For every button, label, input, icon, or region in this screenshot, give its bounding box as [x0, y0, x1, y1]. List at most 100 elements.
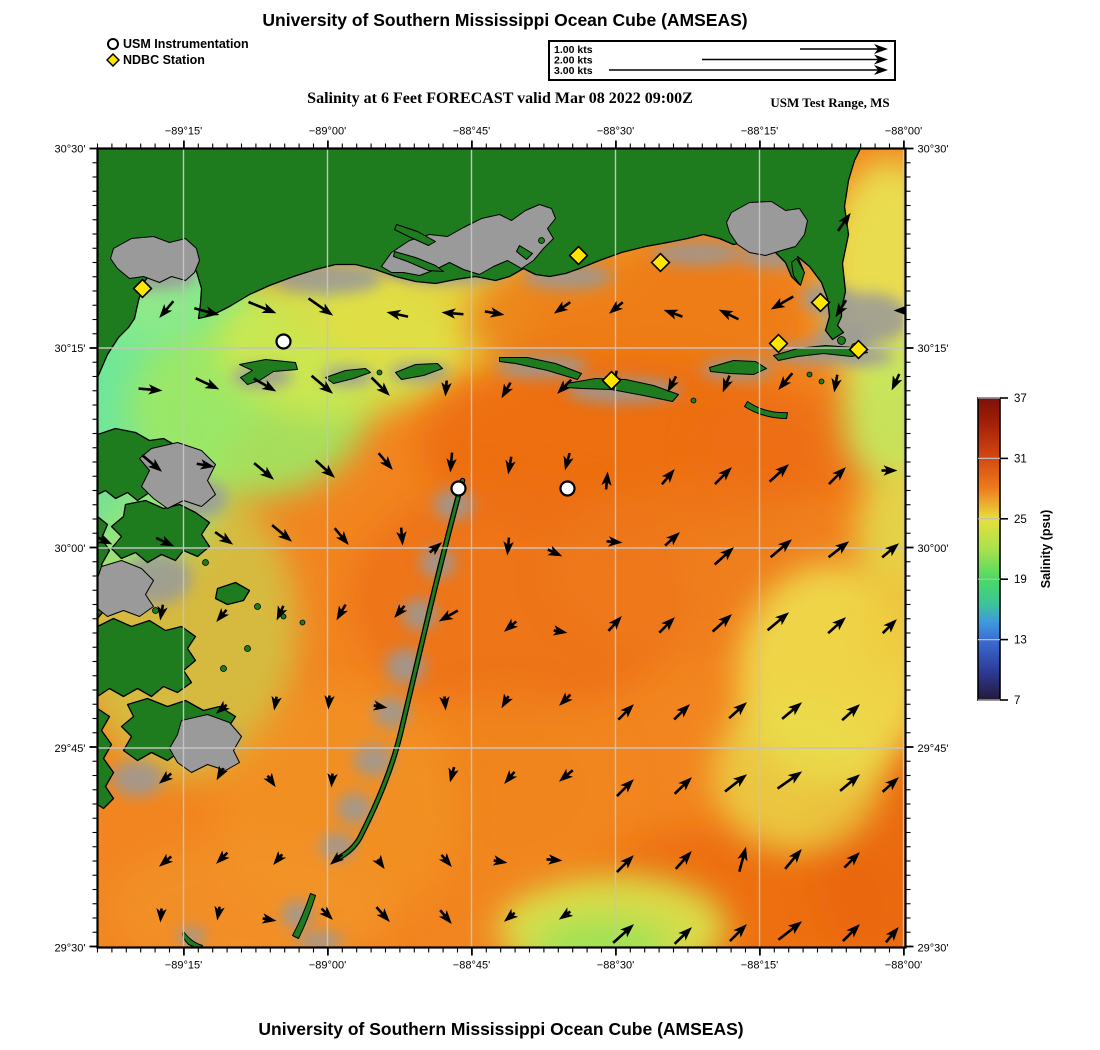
current-arrow: [557, 378, 573, 394]
axis-labels: −89°15' −89°15' −89°00' −89°00' −88°45' −88°4…: [55, 126, 949, 972]
arrow-head: [158, 770, 174, 784]
arrow-shaft: [616, 783, 630, 797]
current-arrow: [616, 855, 634, 873]
island: [292, 893, 316, 939]
island: [516, 245, 533, 260]
current-arrow: [504, 769, 518, 785]
arrow-shaft: [781, 706, 797, 720]
arrow-head: [277, 528, 293, 542]
arrow-head: [667, 377, 679, 393]
arrow-head: [261, 379, 277, 392]
island: [499, 357, 582, 380]
arrow-shaft: [729, 928, 743, 942]
arrow-head: [885, 926, 899, 942]
arrow-head: [319, 906, 333, 920]
arrow-head: [845, 774, 861, 788]
usm-circle-icon: [107, 38, 119, 50]
arrow-shaft: [141, 454, 157, 468]
arrow-head: [372, 700, 388, 711]
arrow-head: [159, 303, 173, 319]
arrow-head: [159, 535, 175, 547]
urban-polygon: [726, 201, 808, 256]
arrow-head: [737, 846, 748, 862]
arrow-head: [678, 927, 692, 941]
lon-label-bottom: −88°30': [597, 960, 634, 972]
arrow-shaft: [616, 859, 630, 873]
arrow-head: [216, 765, 229, 781]
lat-label-right: 30°15': [918, 343, 949, 355]
arrow-shaft: [253, 377, 270, 389]
current-arrow: [503, 537, 514, 556]
current-arrow: [776, 771, 803, 790]
arrow-head: [148, 384, 163, 395]
arrow-head: [774, 612, 790, 626]
current-arrow: [559, 692, 573, 706]
arrow-shaft: [271, 524, 287, 538]
arrow-head: [214, 905, 225, 921]
current-arrow: [784, 848, 802, 870]
current-arrow: [329, 851, 345, 865]
current-arrow: [214, 905, 225, 921]
current-arrow: [370, 376, 390, 396]
page-title: University of Southern Mississippi Ocean…: [262, 10, 748, 30]
current-arrow: [664, 532, 680, 547]
lon-label-bottom: −88°15': [741, 960, 778, 972]
current-arrow: [737, 846, 748, 873]
arrow-head: [558, 768, 574, 782]
current-arrow: [714, 467, 732, 485]
arrow-head: [787, 771, 803, 784]
lon-label-top: −89°00': [309, 126, 346, 138]
current-arrow: [271, 695, 282, 711]
arrow-head: [722, 377, 733, 393]
current-arrow: [253, 377, 277, 392]
arrow-head: [379, 455, 393, 471]
current-arrow: [616, 779, 634, 797]
current-arrow: [216, 765, 229, 781]
current-arrow: [193, 306, 220, 317]
arrow-head: [503, 908, 519, 922]
current-arrow: [158, 770, 174, 784]
current-arrow: [778, 372, 794, 391]
speed-scale-label: 1.00 kts: [554, 44, 593, 56]
arrow-shaft: [828, 471, 842, 485]
ndbc-diamond-icon: [106, 53, 120, 67]
arrow-head: [733, 924, 747, 938]
current-arrow: [372, 854, 385, 870]
chandeleur-arc: [334, 477, 466, 862]
arrow-head: [733, 702, 747, 716]
arrow-head: [372, 854, 385, 870]
urban-polygon: [169, 714, 242, 773]
lon-label-top: −88°45': [453, 126, 490, 138]
current-arrow: [273, 850, 287, 866]
lon-label-top: −88°15': [741, 126, 778, 138]
lon-label-bottom: −89°00': [309, 960, 346, 972]
legend-label-ndbc: NDBC Station: [123, 53, 205, 67]
islet: [220, 665, 227, 672]
current-arrow: [547, 545, 563, 557]
map-canvas: −89°15' −89°15' −89°00' −89°00' −88°45' −88°4…: [55, 126, 949, 972]
current-arrow: [843, 852, 860, 869]
lat-label-right: 29°45': [918, 743, 949, 755]
current-arrow: [336, 603, 349, 621]
arrow-head: [503, 618, 519, 632]
lat-label-left: 30°15': [55, 343, 86, 355]
arrow-head: [318, 380, 334, 394]
arrow-head: [832, 467, 846, 481]
mask-halo: [353, 744, 394, 777]
arrow-head: [396, 531, 407, 546]
arrow-head: [553, 301, 569, 314]
current-arrow: [766, 612, 790, 632]
current-arrow: [314, 459, 335, 478]
current-arrow: [881, 619, 897, 635]
current-arrow: [558, 768, 574, 782]
arrow-head: [204, 378, 220, 390]
islet: [280, 613, 287, 620]
current-arrow: [612, 924, 634, 944]
arrow-head: [620, 924, 634, 938]
arrow-head: [386, 309, 402, 321]
arrow-head: [261, 303, 277, 314]
arrow-head: [608, 616, 622, 630]
current-arrow: [261, 913, 277, 924]
arrow-head: [778, 375, 792, 391]
colorbar-tick-label: 25: [1014, 514, 1027, 526]
